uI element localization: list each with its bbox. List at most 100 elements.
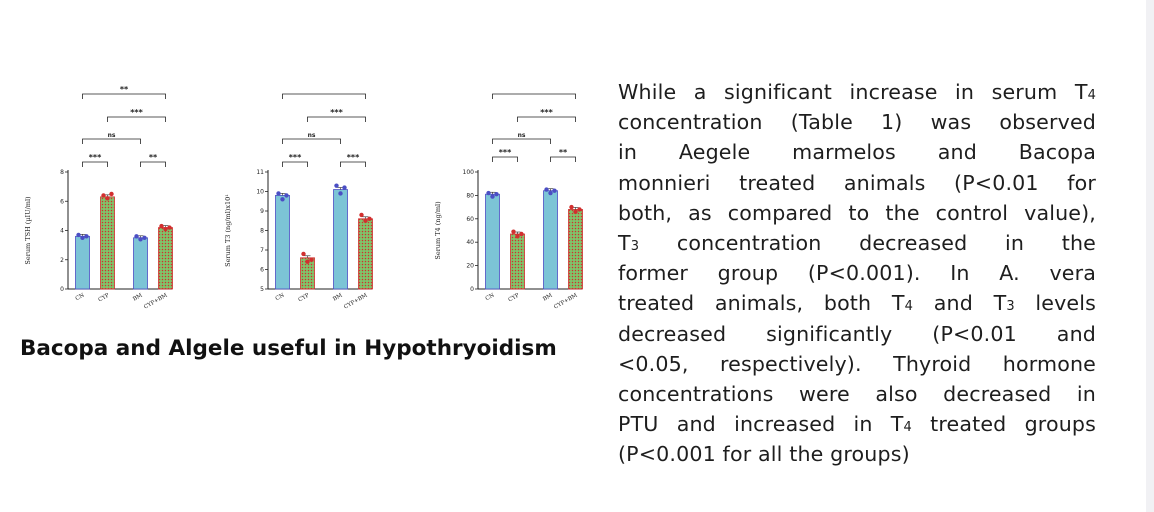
paragraph-line: monnieri treated animals (P<0.01 for [618, 168, 1096, 198]
significance-label: ns [308, 132, 316, 139]
data-point [573, 209, 578, 214]
paragraph-text: treated animals, both T [618, 291, 905, 316]
category-label: CN [275, 292, 286, 302]
data-point [309, 257, 314, 262]
significance-label: *** [89, 153, 102, 162]
paragraph-text: <0.05, respectively). Thyroid hormone [618, 351, 1096, 376]
category-label: CYP [298, 292, 311, 303]
y-axis-label: Serum T4 (ng/ml) [434, 201, 442, 260]
y-tick-label: 40 [466, 239, 474, 246]
data-point [490, 194, 495, 199]
scrollbar-track[interactable] [1146, 0, 1154, 512]
y-tick-label: 20 [466, 263, 474, 270]
y-tick-label: 5 [260, 286, 264, 293]
t3-chart-svg: Serum T3 (ng/ml)x10¹ 5 6 7 8 9 10 11 CN CYP BM CYP+… [224, 93, 373, 311]
data-point [367, 216, 372, 221]
category-label: CYP+BM [343, 292, 369, 310]
y-tick-label: 100 [463, 169, 475, 176]
bar [333, 189, 348, 290]
paragraph-line: both, as compared to the control value), [618, 198, 1096, 228]
y-tick-label: 9 [260, 208, 264, 215]
data-point [134, 234, 139, 239]
significance-label: ** [149, 153, 158, 162]
bar [100, 196, 115, 290]
significance-bracket [517, 116, 576, 122]
data-point [84, 234, 89, 239]
bar [568, 209, 583, 290]
tsh-chart: Serum TSH (µIU/ml) 0 2 4 6 8 CN CYP BM CYP+BM *** *… [20, 80, 190, 320]
data-point [544, 187, 549, 192]
t3-chart: Serum T3 (ng/ml)x10¹ 5 6 7 8 9 10 11 CN CYP BM CYP+… [220, 80, 390, 320]
paragraph-text: (P<0.001 for all the groups) [618, 442, 910, 467]
y-tick-label: 10 [256, 189, 264, 196]
paragraph-line: in Aegele marmelos and Bacopa [618, 137, 1096, 167]
data-point [338, 191, 343, 196]
data-point [511, 229, 516, 234]
data-point [301, 251, 306, 257]
category-label: BM [542, 292, 554, 302]
significance-label: *** [499, 148, 512, 157]
significance-bracket [107, 116, 166, 122]
data-point [519, 231, 524, 237]
data-point [342, 185, 347, 190]
paragraph-line: treated animals, both T4 and T3 levels [618, 288, 1096, 318]
y-tick-label: 6 [260, 267, 264, 274]
data-point [276, 191, 281, 196]
bar [133, 237, 148, 290]
data-point [334, 183, 339, 188]
y-axis-label: Serum TSH (µIU/ml) [24, 196, 32, 265]
subscript-digit: 3 [630, 238, 640, 254]
paragraph-line: While a significant increase in serum T4 [618, 77, 1096, 107]
paragraph-line: decreased significantly (P<0.01 and [618, 319, 1096, 349]
significance-bracket [82, 138, 141, 144]
bar [543, 190, 558, 290]
significance-label: *** [289, 153, 302, 162]
y-tick-label: 0 [60, 286, 64, 293]
data-point [163, 226, 168, 232]
y-tick-label: 7 [260, 247, 264, 254]
bar [358, 218, 373, 290]
paragraph-text: levels [1014, 291, 1096, 316]
data-point [577, 207, 582, 212]
y-tick-label: 11 [256, 169, 264, 176]
significance-bracket [492, 138, 551, 144]
data-point [284, 193, 289, 198]
category-label: CYP [98, 292, 111, 303]
category-label: CYP [508, 292, 521, 303]
data-point [494, 192, 499, 197]
significance-bracket [340, 161, 366, 167]
paragraph-text: former group (P<0.001). In A. vera [618, 261, 1096, 286]
paragraph-text: PTU and increased in T [618, 412, 904, 437]
subscript-digit: 4 [904, 299, 914, 315]
y-tick-label: 60 [466, 216, 474, 223]
paragraph-text: in Aegele marmelos and Bacopa [618, 140, 1096, 165]
significance-bracket [282, 161, 308, 167]
y-axis-label: Serum T3 (ng/ml)x10¹ [224, 194, 232, 267]
significance-bracket [282, 93, 366, 99]
data-point [159, 223, 164, 229]
paragraph-line: <0.05, respectively). Thyroid hormone [618, 349, 1096, 379]
body-paragraph: While a significant increase in serum T4… [618, 77, 1096, 469]
paragraph-text: and T [913, 291, 1007, 316]
significance-label: *** [130, 108, 143, 117]
data-point [105, 196, 110, 201]
paragraph-text: concentration (Table 1) was observed [618, 110, 1096, 135]
paragraph-text: both, as compared to the control value), [618, 200, 1096, 225]
significance-bracket [492, 93, 576, 99]
category-label: BM [332, 292, 344, 302]
category-label: CYP+BM [553, 292, 579, 310]
data-point [515, 234, 520, 239]
paragraph-text: concentration decreased in the [639, 230, 1096, 255]
data-point [138, 237, 143, 242]
data-point [359, 212, 364, 218]
category-label: CYP+BM [143, 292, 169, 310]
y-tick-label: 8 [60, 169, 64, 176]
data-point [552, 188, 557, 193]
y-tick-label: 8 [260, 228, 264, 235]
significance-label: *** [347, 153, 360, 162]
data-point [167, 225, 172, 230]
figure-row: Serum TSH (µIU/ml) 0 2 4 6 8 CN CYP BM CYP+BM *** *… [20, 80, 600, 320]
y-tick-label: 4 [60, 228, 64, 235]
data-point [486, 190, 491, 196]
paragraph-text: decreased significantly (P<0.01 and [618, 321, 1096, 346]
